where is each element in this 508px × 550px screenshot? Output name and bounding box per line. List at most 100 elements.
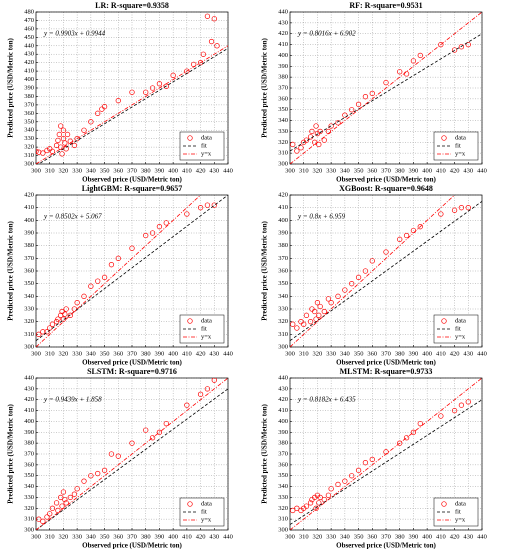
data-point [417, 420, 423, 427]
data-point [163, 220, 169, 226]
data-point [74, 300, 80, 306]
data-point [335, 293, 341, 299]
y-tick-label: 320 [24, 505, 34, 512]
y-tick-label: 420 [24, 396, 34, 403]
data-point [44, 147, 50, 154]
x-tick-label: 360 [113, 533, 123, 540]
data-point [95, 110, 101, 116]
equation: y = 0.9903x + 0.9944 [43, 30, 106, 38]
x-tick-label: 300 [31, 350, 41, 357]
y-tick-label: 430 [24, 385, 34, 392]
data-point [211, 202, 217, 208]
y-tick-label: 390 [278, 63, 288, 70]
y-tick-label: 300 [24, 160, 34, 167]
data-point [369, 90, 375, 97]
chart-title: LR: R-square=0.9358 [95, 1, 169, 10]
data-point [81, 293, 87, 299]
y-tick-label: 330 [24, 494, 34, 501]
data-point [156, 81, 163, 87]
fit-line [290, 201, 482, 341]
y-tick-label: 340 [24, 127, 34, 134]
y-tick-label: 350 [278, 106, 288, 113]
x-tick-label: 340 [86, 350, 96, 357]
y-tick-label: 320 [278, 505, 288, 512]
x-tick-label: 400 [422, 350, 432, 357]
y-tick-label: 300 [278, 343, 288, 350]
legend-label: data [201, 317, 212, 324]
plot-marks [36, 378, 228, 530]
x-tick-label: 360 [113, 350, 123, 357]
data-point [71, 306, 78, 312]
x-tick-label: 380 [141, 350, 151, 357]
y-tick-label: 400 [24, 76, 34, 83]
y-tick-label: 420 [278, 191, 288, 198]
fit-line [290, 399, 482, 525]
y-axis-label: Predicted price (USD/Metric ton) [261, 38, 269, 138]
x-tick-label: 300 [285, 167, 295, 174]
x-axis-label: Observed price (USD/Metric ton) [336, 359, 436, 367]
identity-line [290, 195, 455, 347]
x-tick-label: 440 [477, 350, 487, 357]
y-tick-label: 320 [24, 318, 34, 325]
x-tick-label: 360 [113, 167, 123, 174]
plot-marks [36, 195, 228, 347]
x-tick-label: 380 [141, 167, 151, 174]
data-point [458, 205, 465, 211]
x-tick-label: 310 [299, 350, 309, 357]
data-point [438, 413, 444, 419]
panel: 300 310 320 330 340 350 360 370 380 390 400 410 420 4… [261, 184, 487, 367]
x-axis-label: Observed price (USD/Metric ton) [336, 542, 436, 550]
data-point [129, 245, 135, 251]
y-tick-label: 330 [278, 128, 288, 135]
panel: 300 310 320 330 340 350 360 370 380 390 400 410 420 4… [7, 367, 233, 550]
data-point [335, 120, 341, 126]
data-point [290, 321, 296, 327]
y-tick-label: 330 [278, 305, 288, 312]
data-point [325, 492, 332, 498]
data-point [184, 402, 190, 408]
x-tick-label: 340 [340, 350, 350, 357]
data-point [451, 207, 458, 213]
identity-line [290, 12, 482, 164]
data-point [88, 119, 94, 125]
legend-label: fit [201, 508, 207, 515]
data-point [303, 312, 310, 318]
x-tick-label: 380 [395, 533, 405, 540]
panel: 300 310 320 330 340 350 360 370 380 390 400 410 420 4… [261, 1, 487, 184]
data-point [143, 232, 149, 239]
legend-label: fit [455, 142, 461, 149]
panel: 300 310 320 330 340 350 360 370 380 390 400 410 420 4… [7, 1, 233, 184]
data-point [342, 287, 348, 293]
y-tick-label: 370 [24, 101, 34, 108]
y-axis-label: Predicted price (USD/Metric ton) [7, 404, 15, 504]
y-tick-label: 420 [24, 59, 34, 66]
plot-marks [290, 12, 482, 164]
y-tick-label: 400 [24, 217, 34, 224]
x-tick-label: 300 [31, 533, 41, 540]
identity-line [36, 378, 228, 530]
data-point [328, 300, 334, 306]
data-point [317, 494, 323, 501]
data-point [458, 44, 465, 50]
x-tick-label: 370 [127, 533, 137, 540]
x-tick-label: 430 [209, 167, 219, 174]
y-axis-label: Predicted price (USD/Metric ton) [7, 221, 15, 321]
data-point [200, 51, 206, 57]
data-point [465, 399, 471, 405]
x-tick-label: 320 [313, 533, 323, 540]
data-point [53, 319, 60, 325]
data-point [211, 378, 217, 383]
x-tick-label: 440 [223, 350, 233, 357]
data-point [36, 148, 39, 154]
data-point [49, 321, 56, 327]
x-tick-label: 340 [86, 167, 96, 174]
data-point [211, 16, 217, 22]
data-point [328, 486, 334, 492]
y-tick-label: 300 [24, 526, 34, 533]
data-point [410, 58, 417, 64]
y-tick-label: 380 [24, 440, 34, 447]
data-point [397, 440, 403, 446]
x-tick-label: 430 [209, 533, 219, 540]
data-point [294, 325, 300, 331]
